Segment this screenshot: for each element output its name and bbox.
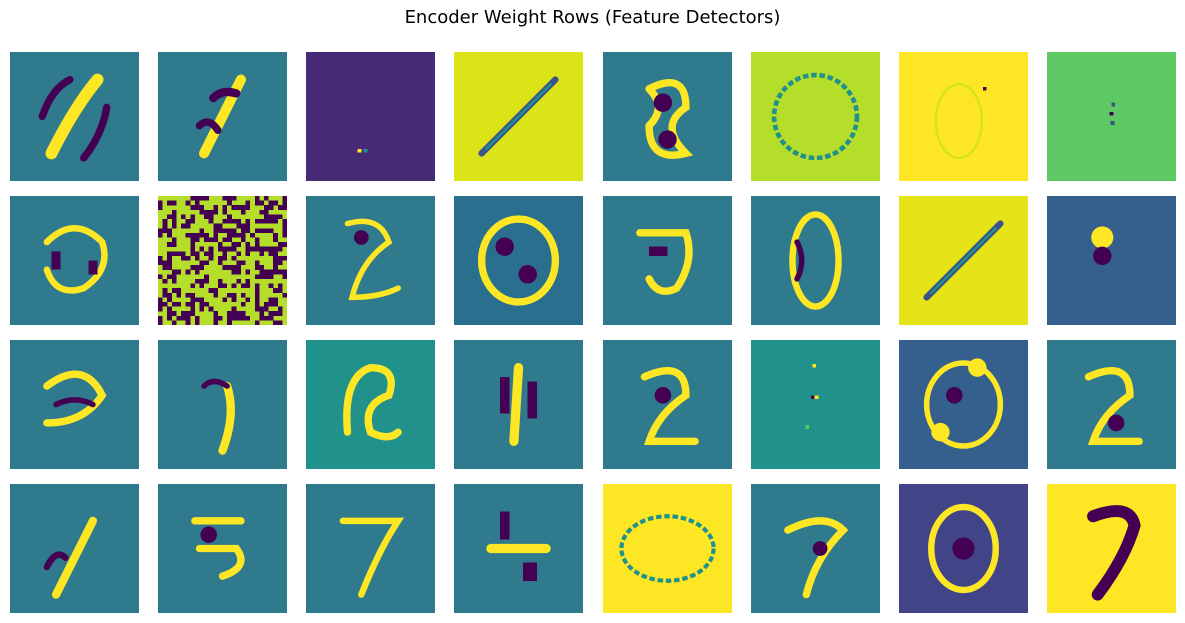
feature-panel [454, 484, 583, 613]
feature-panel [603, 340, 732, 469]
feature-heatmap [751, 484, 880, 613]
feature-panel [751, 52, 880, 181]
feature-panel [603, 484, 732, 613]
feature-heatmap [751, 196, 880, 325]
feature-panel [306, 196, 435, 325]
feature-panel [1047, 52, 1176, 181]
feature-panel [10, 484, 139, 613]
feature-heatmap [1047, 52, 1176, 181]
feature-panel [603, 196, 732, 325]
feature-heatmap [899, 52, 1028, 181]
feature-heatmap [751, 52, 880, 181]
feature-panel [751, 340, 880, 469]
feature-heatmap [158, 484, 287, 613]
feature-heatmap [454, 52, 583, 181]
feature-heatmap [603, 340, 732, 469]
feature-panel [1047, 196, 1176, 325]
feature-heatmap [454, 340, 583, 469]
feature-heatmap [10, 196, 139, 325]
feature-panel [10, 196, 139, 325]
feature-panel [899, 484, 1028, 613]
feature-panel [454, 196, 583, 325]
feature-panel [306, 484, 435, 613]
feature-panel [603, 52, 732, 181]
feature-panel [899, 196, 1028, 325]
feature-heatmap [306, 196, 435, 325]
feature-heatmap [10, 52, 139, 181]
feature-panel [454, 52, 583, 181]
feature-heatmap [899, 340, 1028, 469]
feature-heatmap [306, 484, 435, 613]
feature-heatmap [603, 196, 732, 325]
feature-heatmap [603, 484, 732, 613]
feature-heatmap [10, 340, 139, 469]
feature-panel [158, 340, 287, 469]
feature-heatmap [1047, 196, 1176, 325]
feature-panel [306, 52, 435, 181]
feature-panel [306, 340, 435, 469]
feature-heatmap [899, 196, 1028, 325]
feature-panel [751, 484, 880, 613]
feature-panel [158, 484, 287, 613]
feature-panel [899, 52, 1028, 181]
feature-panel [454, 340, 583, 469]
feature-panel [751, 196, 880, 325]
feature-heatmap [158, 52, 287, 181]
feature-panel [899, 340, 1028, 469]
feature-panel [10, 52, 139, 181]
feature-heatmap [751, 340, 880, 469]
feature-heatmap [454, 196, 583, 325]
feature-heatmap [1047, 340, 1176, 469]
feature-heatmap [1047, 484, 1176, 613]
feature-heatmap [603, 52, 732, 181]
feature-heatmap [306, 52, 435, 181]
feature-heatmap [306, 340, 435, 469]
chart-title: Encoder Weight Rows (Feature Detectors) [404, 7, 781, 28]
feature-heatmap [10, 484, 139, 613]
feature-panel [10, 340, 139, 469]
feature-heatmap [158, 340, 287, 469]
feature-heatmap [899, 484, 1028, 613]
feature-heatmap [158, 196, 287, 325]
feature-heatmap [454, 484, 583, 613]
feature-panel [158, 196, 287, 325]
feature-panel [1047, 484, 1176, 613]
feature-panel [158, 52, 287, 181]
feature-panel [1047, 340, 1176, 469]
